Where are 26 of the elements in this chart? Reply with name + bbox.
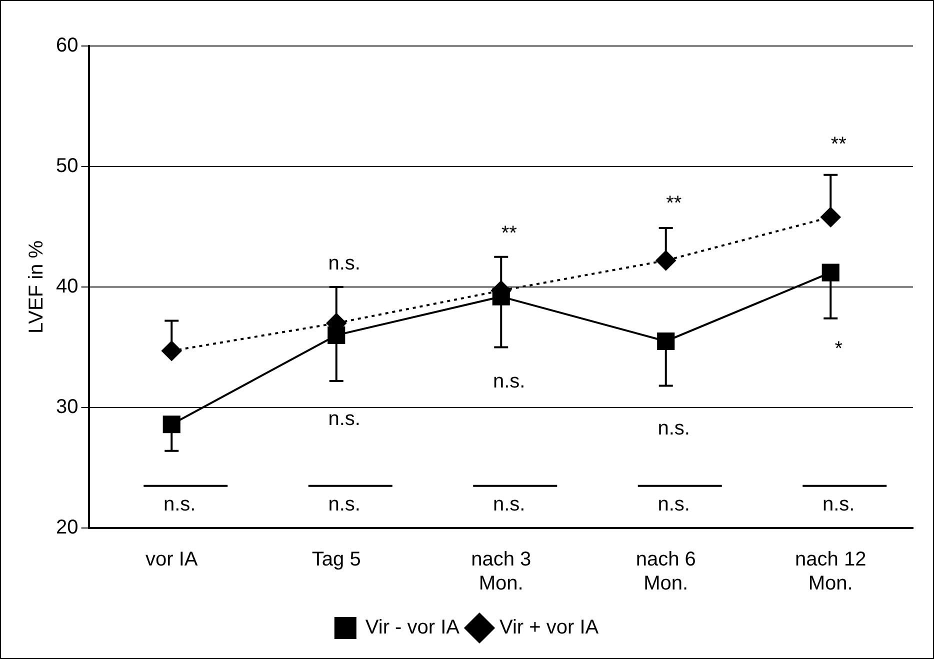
y-tick-label: 50 <box>56 155 78 178</box>
y-tick-label: 30 <box>56 396 78 418</box>
annotation: n.s. <box>658 494 690 516</box>
annotation: n.s. <box>328 252 360 275</box>
annotation: * <box>834 338 843 360</box>
legend-label: Vir + vor IA <box>499 616 600 639</box>
x-tick-label: nach 12 Mon. <box>795 548 866 595</box>
y-tick-label: 60 <box>56 34 78 57</box>
legend-label: Vir - vor IA <box>365 616 460 639</box>
annotation: n.s. <box>493 494 526 516</box>
x-tick-label: nach 6 Mon. <box>636 548 696 595</box>
annotation: n.s. <box>328 494 360 516</box>
y-tick-label: 40 <box>56 276 78 298</box>
annotation: n.s. <box>658 418 690 440</box>
annotation: ** <box>501 222 518 244</box>
x-tick-label: vor IA <box>145 548 198 571</box>
x-tick-label: Tag 5 <box>312 548 361 571</box>
y-tick-label: 20 <box>56 516 78 539</box>
annotation: n.s. <box>493 370 526 393</box>
annotation: n.s. <box>163 494 196 516</box>
annotation: n.s. <box>328 408 360 430</box>
annotation: n.s. <box>822 494 855 516</box>
y-axis-title: LVEF in % <box>26 240 48 334</box>
annotation: ** <box>666 192 682 214</box>
annotation: ** <box>830 133 847 156</box>
x-tick-label: nach 3 Mon. <box>471 548 532 595</box>
